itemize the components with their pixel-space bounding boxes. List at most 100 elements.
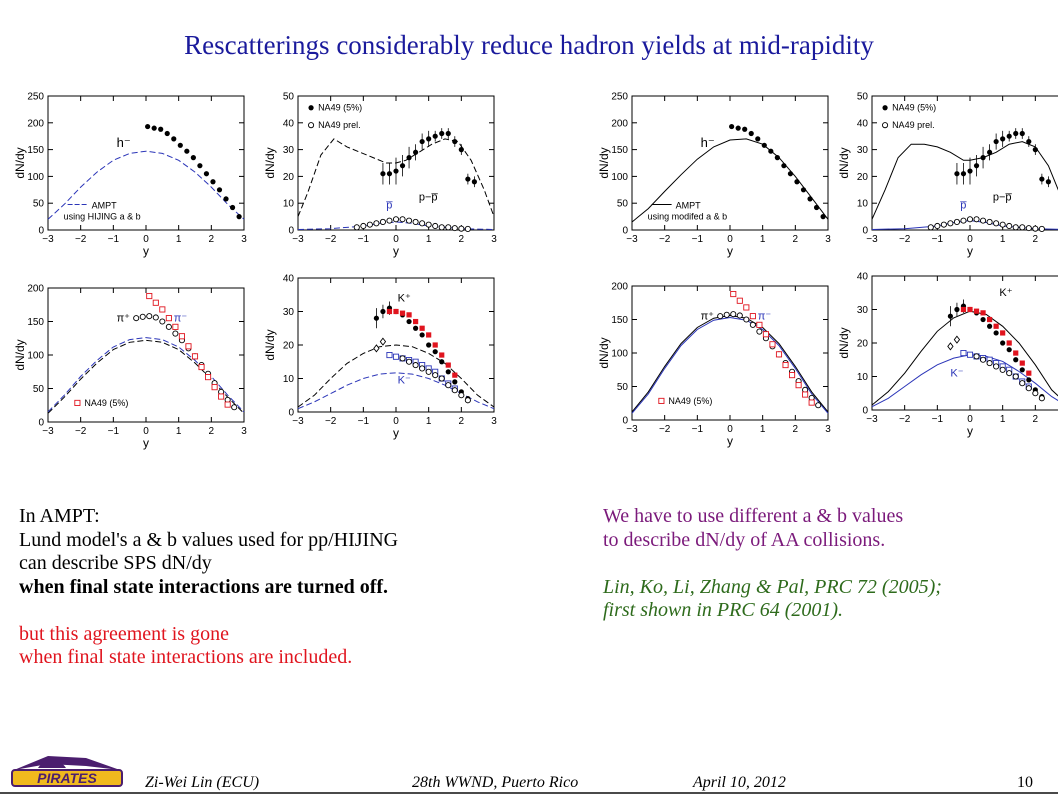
data-point	[960, 306, 967, 313]
data-point	[465, 176, 471, 182]
y-tick-label: 0	[862, 226, 868, 237]
data-point	[808, 399, 815, 406]
legend-text: NA49 prel.	[892, 120, 935, 130]
data-point	[795, 382, 802, 389]
data-point	[172, 330, 179, 337]
data-point	[1038, 395, 1045, 402]
data-point	[399, 216, 406, 223]
x-tick-label: −2	[899, 414, 911, 425]
data-point	[1006, 222, 1013, 230]
series-curve	[631, 316, 829, 414]
x-tick-label: −3	[292, 416, 304, 427]
data-point	[439, 359, 445, 365]
series-points	[954, 128, 1051, 188]
data-point	[960, 171, 967, 177]
legend-marker	[882, 105, 888, 111]
data-point	[426, 342, 432, 348]
data-point	[1012, 373, 1019, 380]
data-point	[742, 126, 748, 132]
x-tick-label: 0	[967, 414, 973, 425]
data-point	[464, 225, 471, 232]
x-tick-label: −2	[659, 424, 671, 435]
y-axis-label: dN/dy	[13, 147, 27, 178]
y-tick-label: 40	[857, 118, 869, 129]
annotation-label: p̅	[959, 200, 967, 212]
data-point	[743, 316, 750, 323]
data-point	[360, 222, 367, 230]
data-point	[438, 375, 445, 382]
x-tick-label: 2	[793, 424, 799, 435]
y-tick-label: 20	[283, 341, 295, 352]
chart-left-pion: −3 −2 −1 0 1 2 3 0 50 100 150 200 y dN/dy π⁺ π⁻ NA49 (5%…	[13, 282, 252, 452]
data-point	[159, 318, 166, 325]
y-tick-label: 30	[857, 305, 869, 316]
ecu-pirate-logo-icon: PIRATES	[11, 756, 123, 787]
data-point	[185, 343, 192, 350]
data-point	[426, 136, 432, 142]
data-point	[452, 372, 458, 378]
data-point	[1045, 179, 1051, 185]
y-tick-label: 20	[857, 339, 869, 350]
series-points	[399, 355, 471, 404]
data-point	[445, 130, 451, 137]
data-point	[967, 306, 973, 313]
x-axis-label: y	[727, 244, 733, 258]
data-point	[729, 123, 735, 130]
series-points	[960, 306, 1032, 376]
data-point	[987, 149, 993, 155]
data-point	[152, 314, 159, 321]
footer-conference: 28th WWND, Puerto Rico	[412, 774, 579, 791]
y-tick-label: 40	[283, 118, 295, 129]
legend-marker	[308, 105, 314, 111]
text-left-line4: when final state interactions are turned…	[19, 575, 389, 598]
x-tick-label: −3	[42, 234, 54, 245]
annotation-label: π⁻	[758, 311, 772, 323]
data-point	[198, 364, 205, 371]
footer-rule	[0, 792, 1058, 794]
data-point	[1013, 130, 1019, 137]
y-tick-label: 150	[27, 145, 44, 156]
data-point	[993, 330, 999, 336]
data-point	[987, 323, 993, 329]
x-tick-label: 1	[1000, 414, 1006, 425]
text-left-block: In AMPT: Lund model's a & b values used …	[19, 505, 398, 670]
data-point	[980, 356, 987, 363]
data-point	[451, 225, 458, 232]
legend-text: AMPT	[92, 201, 118, 211]
data-point	[730, 290, 737, 298]
x-tick-label: 3	[241, 426, 247, 437]
data-point	[800, 187, 807, 193]
y-tick-label: 0	[288, 226, 294, 237]
x-tick-label: −3	[866, 234, 878, 245]
x-tick-label: −3	[866, 414, 878, 425]
data-point	[419, 325, 425, 331]
x-tick-label: −3	[626, 424, 638, 435]
x-tick-label: 0	[727, 424, 733, 435]
data-point	[236, 214, 242, 220]
x-tick-label: −3	[42, 426, 54, 437]
annotation-label: K⁻	[398, 375, 411, 387]
x-tick-label: −2	[325, 416, 337, 427]
text-right-line1: We have to use different a & b values	[603, 505, 904, 527]
series-points	[146, 292, 231, 408]
x-tick-label: −2	[899, 234, 911, 245]
series-points	[373, 337, 387, 353]
data-point	[1006, 370, 1013, 377]
data-point	[205, 374, 212, 381]
y-tick-label: 40	[857, 272, 869, 283]
data-point	[379, 218, 386, 226]
data-point	[755, 136, 761, 142]
series-points	[145, 123, 242, 220]
legend-text: using modifed a & b	[648, 212, 728, 222]
data-point	[749, 321, 756, 328]
data-point	[947, 342, 954, 351]
data-point	[386, 171, 393, 177]
data-point	[1038, 225, 1045, 232]
data-point	[152, 299, 159, 306]
data-point	[1019, 130, 1025, 137]
text-left-spacer	[19, 599, 398, 623]
y-tick-label: 10	[857, 372, 869, 383]
legend-text: NA49 (5%)	[84, 398, 128, 408]
data-point	[1025, 225, 1032, 232]
data-point	[392, 353, 400, 360]
